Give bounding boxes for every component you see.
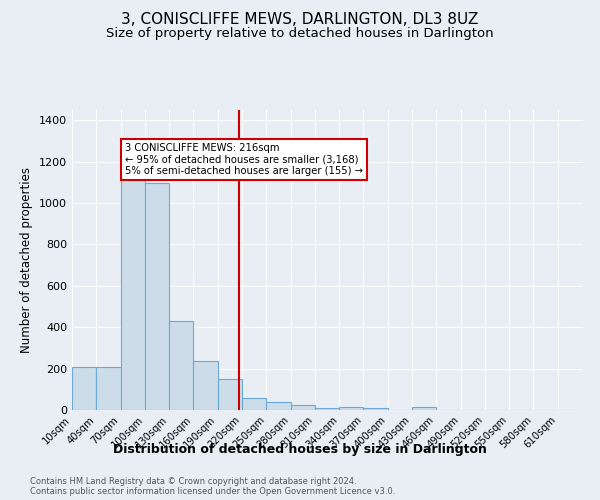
Bar bbox=[339, 407, 364, 410]
Bar bbox=[96, 366, 121, 410]
Text: Size of property relative to detached houses in Darlington: Size of property relative to detached ho… bbox=[106, 28, 494, 40]
Bar bbox=[193, 362, 218, 410]
Bar bbox=[266, 402, 290, 410]
Text: Contains HM Land Registry data © Crown copyright and database right 2024.: Contains HM Land Registry data © Crown c… bbox=[30, 478, 356, 486]
Text: Distribution of detached houses by size in Darlington: Distribution of detached houses by size … bbox=[113, 442, 487, 456]
Bar bbox=[412, 407, 436, 410]
Text: 3 CONISCLIFFE MEWS: 216sqm
← 95% of detached houses are smaller (3,168)
5% of se: 3 CONISCLIFFE MEWS: 216sqm ← 95% of deta… bbox=[125, 143, 362, 176]
Text: 3, CONISCLIFFE MEWS, DARLINGTON, DL3 8UZ: 3, CONISCLIFFE MEWS, DARLINGTON, DL3 8UZ bbox=[121, 12, 479, 28]
Bar bbox=[364, 408, 388, 410]
Y-axis label: Number of detached properties: Number of detached properties bbox=[20, 167, 34, 353]
Bar bbox=[72, 366, 96, 410]
Bar bbox=[218, 379, 242, 410]
Bar bbox=[290, 405, 315, 410]
Bar bbox=[121, 176, 145, 410]
Bar bbox=[242, 398, 266, 410]
Bar bbox=[315, 408, 339, 410]
Text: Contains public sector information licensed under the Open Government Licence v3: Contains public sector information licen… bbox=[30, 488, 395, 496]
Bar bbox=[145, 184, 169, 410]
Bar bbox=[169, 321, 193, 410]
